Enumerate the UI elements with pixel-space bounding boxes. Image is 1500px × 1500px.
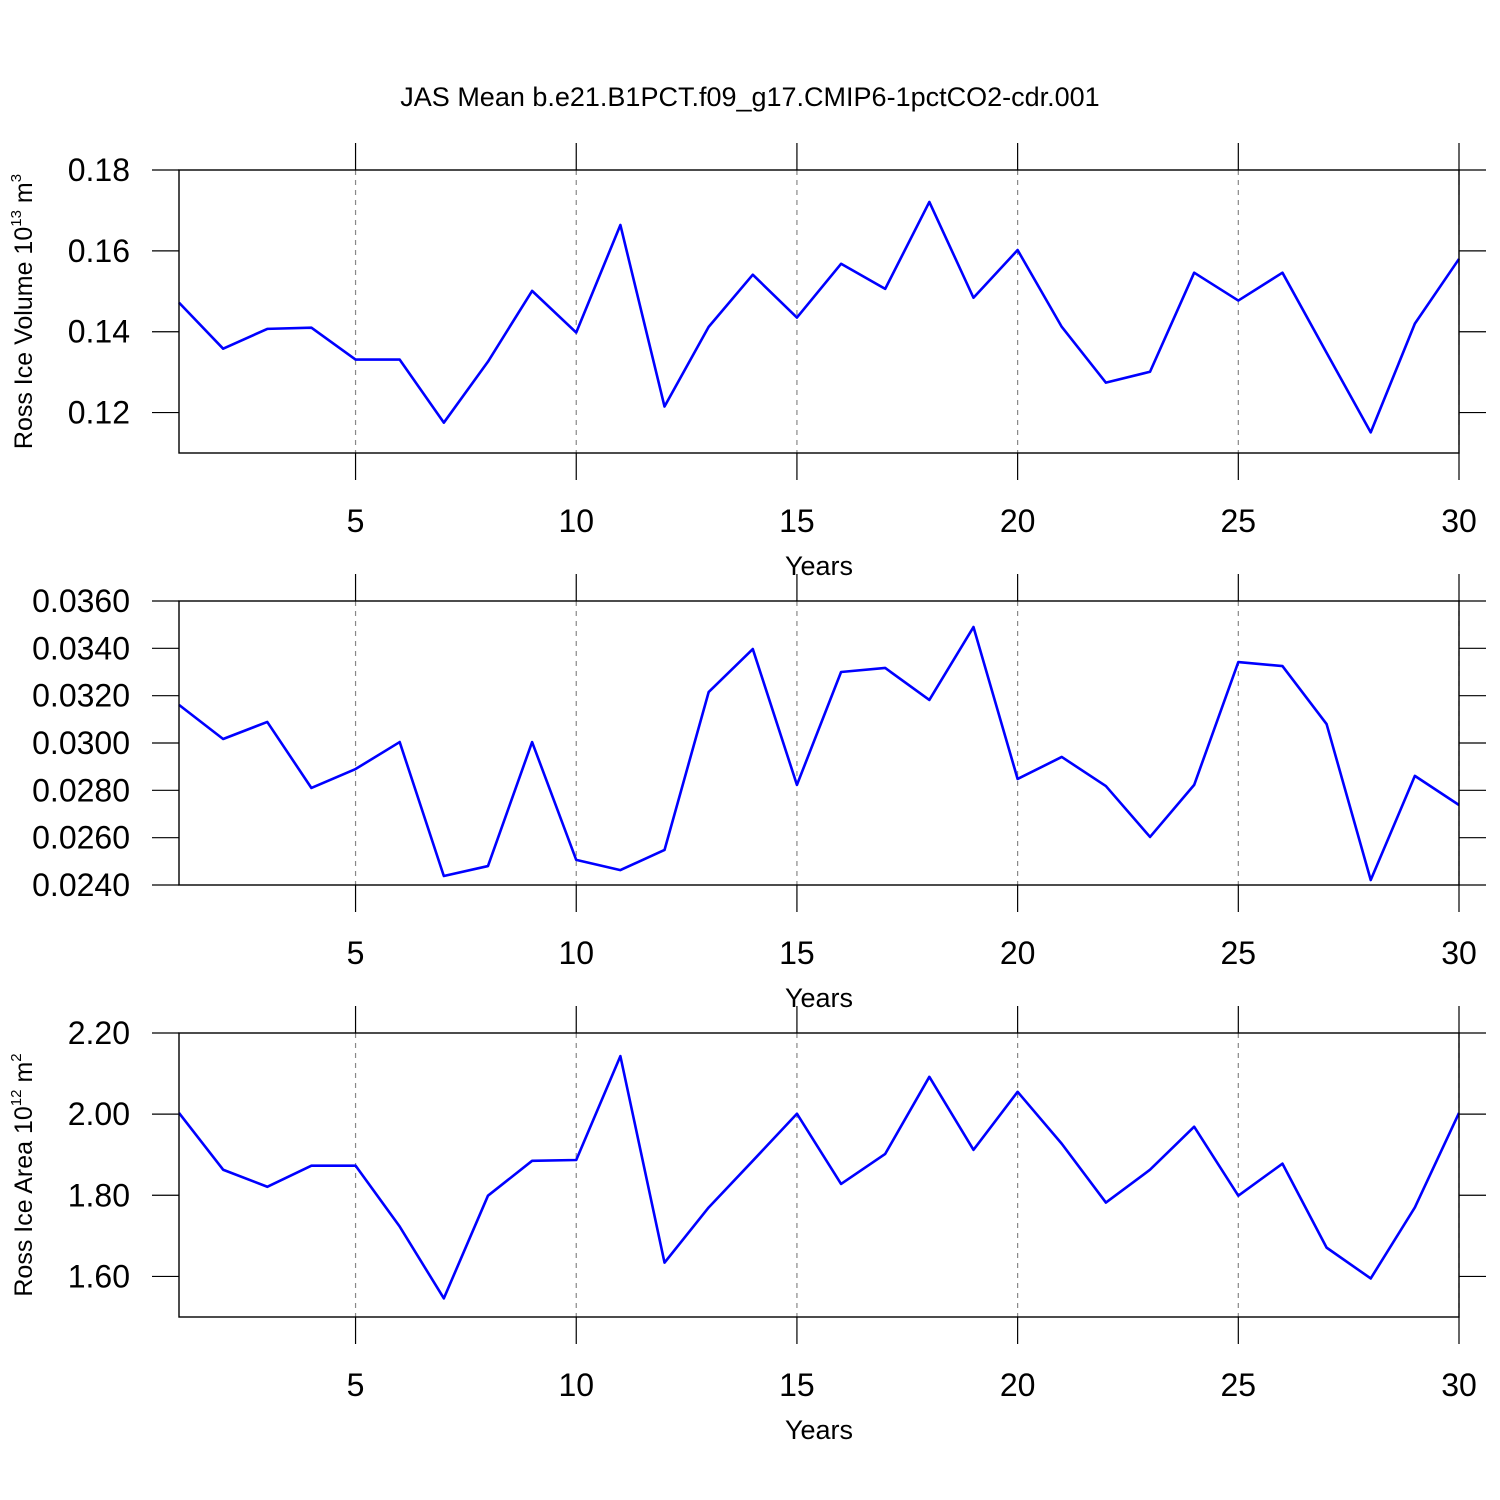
x-tick-label: 5 xyxy=(347,935,365,971)
chart-title: JAS Mean b.e21.B1PCT.f09_g17.CMIP6-1pctC… xyxy=(400,82,1099,112)
x-tick-label: 25 xyxy=(1221,1367,1257,1403)
y-tick-label: 0.0300 xyxy=(32,725,130,761)
plot-frame xyxy=(178,169,1460,454)
data-line xyxy=(177,1054,1461,1300)
x-axis-label: Years xyxy=(785,1415,853,1445)
y-label-text: Ross Ice Area 10 xyxy=(10,1106,38,1296)
y-label-unit: m xyxy=(10,182,38,203)
x-tick-label: 10 xyxy=(558,935,594,971)
y-tick-label: 2.00 xyxy=(68,1096,130,1132)
y-tick-label: 1.60 xyxy=(68,1258,130,1294)
x-tick-label: 20 xyxy=(1000,1367,1036,1403)
y-tick-label: 0.0240 xyxy=(32,867,130,903)
x-axis-label: Years xyxy=(785,983,853,1013)
plot-frame xyxy=(178,1032,1460,1318)
y-tick-label: 0.0360 xyxy=(32,583,130,619)
y-label-exponent: 13 xyxy=(8,210,25,227)
x-axis-label: Years xyxy=(785,551,853,581)
y-label-unit-exponent: 3 xyxy=(8,174,25,182)
y-label-unit: m xyxy=(0,599,4,620)
y-axis-label: Ross Snow Volume 1013m3 xyxy=(0,591,4,895)
y-tick-label: 0.14 xyxy=(68,314,130,350)
x-tick-label: 20 xyxy=(1000,503,1036,539)
y-axis-label: Ross Ice Area 1012 m2 xyxy=(8,1053,38,1296)
x-tick-label: 10 xyxy=(558,1367,594,1403)
y-tick-label: 0.0320 xyxy=(32,678,130,714)
y-tick-label: 0.16 xyxy=(68,233,130,269)
data-line xyxy=(178,200,1461,434)
y-tick-label: 1.80 xyxy=(68,1177,130,1213)
y-label-text: Ross Snow Volume 10 xyxy=(0,644,4,896)
y-tick-label: 0.0340 xyxy=(32,630,130,666)
x-tick-label: 25 xyxy=(1221,503,1257,539)
x-tick-label: 30 xyxy=(1441,1367,1477,1403)
y-tick-label: 0.0260 xyxy=(32,820,130,856)
x-tick-label: 5 xyxy=(347,503,365,539)
plot-frame xyxy=(178,600,1460,886)
x-tick-label: 15 xyxy=(779,935,815,971)
x-tick-label: 15 xyxy=(779,503,815,539)
y-tick-label: 0.0280 xyxy=(32,772,130,808)
y-tick-label: 2.20 xyxy=(68,1015,130,1051)
data-line xyxy=(178,625,1460,882)
x-tick-label: 30 xyxy=(1441,935,1477,971)
y-label-unit-exponent: 2 xyxy=(8,1053,25,1061)
x-tick-label: 10 xyxy=(558,503,594,539)
x-tick-label: 15 xyxy=(779,1367,815,1403)
y-label-unit: m xyxy=(10,1062,38,1083)
y-axis-label: Ross Ice Volume 1013 m3 xyxy=(8,174,38,449)
x-tick-label: 25 xyxy=(1221,935,1257,971)
y-tick-label: 0.12 xyxy=(68,395,130,431)
x-tick-label: 30 xyxy=(1441,503,1477,539)
y-label-text: Ross Ice Volume 10 xyxy=(10,227,38,449)
x-tick-label: 5 xyxy=(347,1367,365,1403)
x-tick-label: 20 xyxy=(1000,935,1036,971)
y-label-exponent: 12 xyxy=(8,1090,25,1107)
y-tick-label: 0.18 xyxy=(68,152,130,188)
